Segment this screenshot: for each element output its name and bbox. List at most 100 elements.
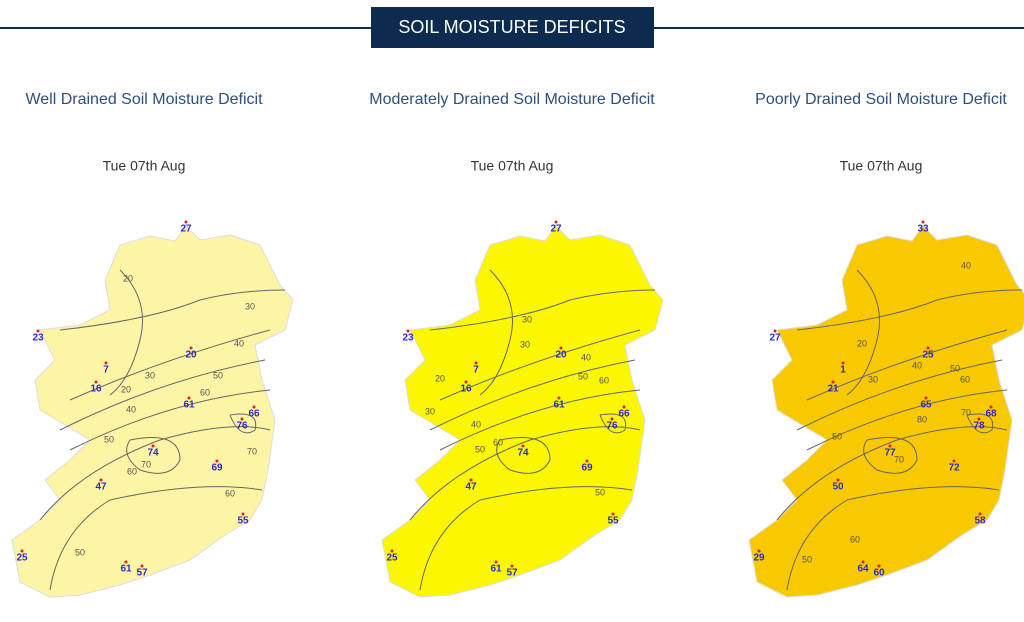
contour-line <box>599 413 627 434</box>
station-dot <box>215 459 219 463</box>
contour-label: 20 <box>857 338 867 348</box>
station-value: 20 <box>185 350 197 361</box>
station-value: 55 <box>607 516 619 527</box>
station-dot <box>554 220 558 224</box>
contour-line <box>59 359 266 431</box>
panel-date: Tue 07th Aug <box>471 158 554 174</box>
contour-label: 60 <box>200 387 210 397</box>
station-value: 50 <box>832 482 844 493</box>
station-dot <box>559 346 563 350</box>
station-value: 27 <box>180 224 192 235</box>
contour-line <box>109 269 143 396</box>
contour-label: 60 <box>127 466 137 476</box>
station-dot <box>610 417 614 421</box>
station-value: 16 <box>90 384 102 395</box>
station-value: 25 <box>16 553 28 564</box>
station-dot <box>841 361 845 365</box>
panel-title: Well Drained Soil Moisture Deficit <box>25 91 263 108</box>
station-value: 25 <box>922 350 934 361</box>
contour-label: 40 <box>126 404 136 414</box>
station-value: 78 <box>973 421 985 432</box>
station-value: 25 <box>386 553 398 564</box>
station-dot <box>469 478 473 482</box>
station-value: 77 <box>884 448 896 459</box>
contour-line <box>966 413 994 434</box>
station-value: 72 <box>948 463 960 474</box>
station-dot <box>189 346 193 350</box>
station-value: 47 <box>95 482 107 493</box>
station-value: 29 <box>753 553 765 564</box>
panel-title: Poorly Drained Soil Moisture Deficit <box>755 91 1007 108</box>
contour-line <box>479 269 513 396</box>
station-value: 7 <box>103 365 109 376</box>
panel-date: Tue 07th Aug <box>103 158 186 174</box>
station-dot <box>464 380 468 384</box>
station-dot <box>241 512 245 516</box>
station-value: 69 <box>581 463 593 474</box>
contour-label: 30 <box>520 339 530 349</box>
station-value: 7 <box>473 365 479 376</box>
contour-label: 20 <box>435 373 445 383</box>
contour-line <box>409 426 641 521</box>
station-dot <box>521 444 525 448</box>
station-value: 76 <box>236 421 248 432</box>
station-dot <box>836 478 840 482</box>
contour-label: 20 <box>123 273 133 283</box>
contour-label: 50 <box>104 434 114 444</box>
station-dot <box>921 220 925 224</box>
contour-label: 70 <box>247 446 257 456</box>
station-dot <box>510 564 514 568</box>
contour-label: 50 <box>75 547 85 557</box>
station-dot <box>952 459 956 463</box>
contour-line <box>806 329 1008 401</box>
station-value: 16 <box>460 384 472 395</box>
header-box <box>371 7 654 48</box>
station-dot <box>611 512 615 516</box>
contour-label: 70 <box>141 459 151 469</box>
station-dot <box>977 417 981 421</box>
contour-label: 40 <box>912 360 922 370</box>
contour-line <box>776 426 1008 521</box>
station-dot <box>773 329 777 333</box>
station-dot <box>240 417 244 421</box>
contour-label: 50 <box>578 371 588 381</box>
contour-label: 70 <box>894 454 904 464</box>
contour-line <box>49 486 263 591</box>
contour-label: 50 <box>802 554 812 564</box>
station-value: 66 <box>618 409 630 420</box>
contour-label: 50 <box>950 363 960 373</box>
contour-line <box>796 359 1003 431</box>
contour-label: 60 <box>225 488 235 498</box>
station-dot <box>36 329 40 333</box>
station-value: 57 <box>506 568 518 579</box>
land <box>748 225 1024 598</box>
station-dot <box>989 405 993 409</box>
map: 2030405060302040506070706050272320716616… <box>11 220 294 598</box>
station-dot <box>140 564 144 568</box>
station-dot <box>888 444 892 448</box>
station-value: 1 <box>840 365 846 376</box>
panel-date: Tue 07th Aug <box>840 158 923 174</box>
station-dot <box>406 329 410 333</box>
station-dot <box>94 380 98 384</box>
contour-label: 50 <box>213 370 223 380</box>
station-value: 61 <box>553 400 565 411</box>
contour-label: 60 <box>493 437 503 447</box>
station-dot <box>622 405 626 409</box>
contour-line <box>439 389 641 451</box>
contour-label: 50 <box>832 431 842 441</box>
contour-label: 40 <box>961 260 971 270</box>
station-value: 69 <box>211 463 223 474</box>
contour-label: 40 <box>581 352 591 362</box>
contour-line <box>69 329 271 401</box>
contour-line <box>39 426 271 521</box>
contour-label: 40 <box>471 419 481 429</box>
station-dot <box>184 220 188 224</box>
contour-line <box>59 289 286 331</box>
station-dot <box>757 549 761 553</box>
station-value: 23 <box>32 333 44 344</box>
station-value: 55 <box>237 516 249 527</box>
station-dot <box>924 396 928 400</box>
